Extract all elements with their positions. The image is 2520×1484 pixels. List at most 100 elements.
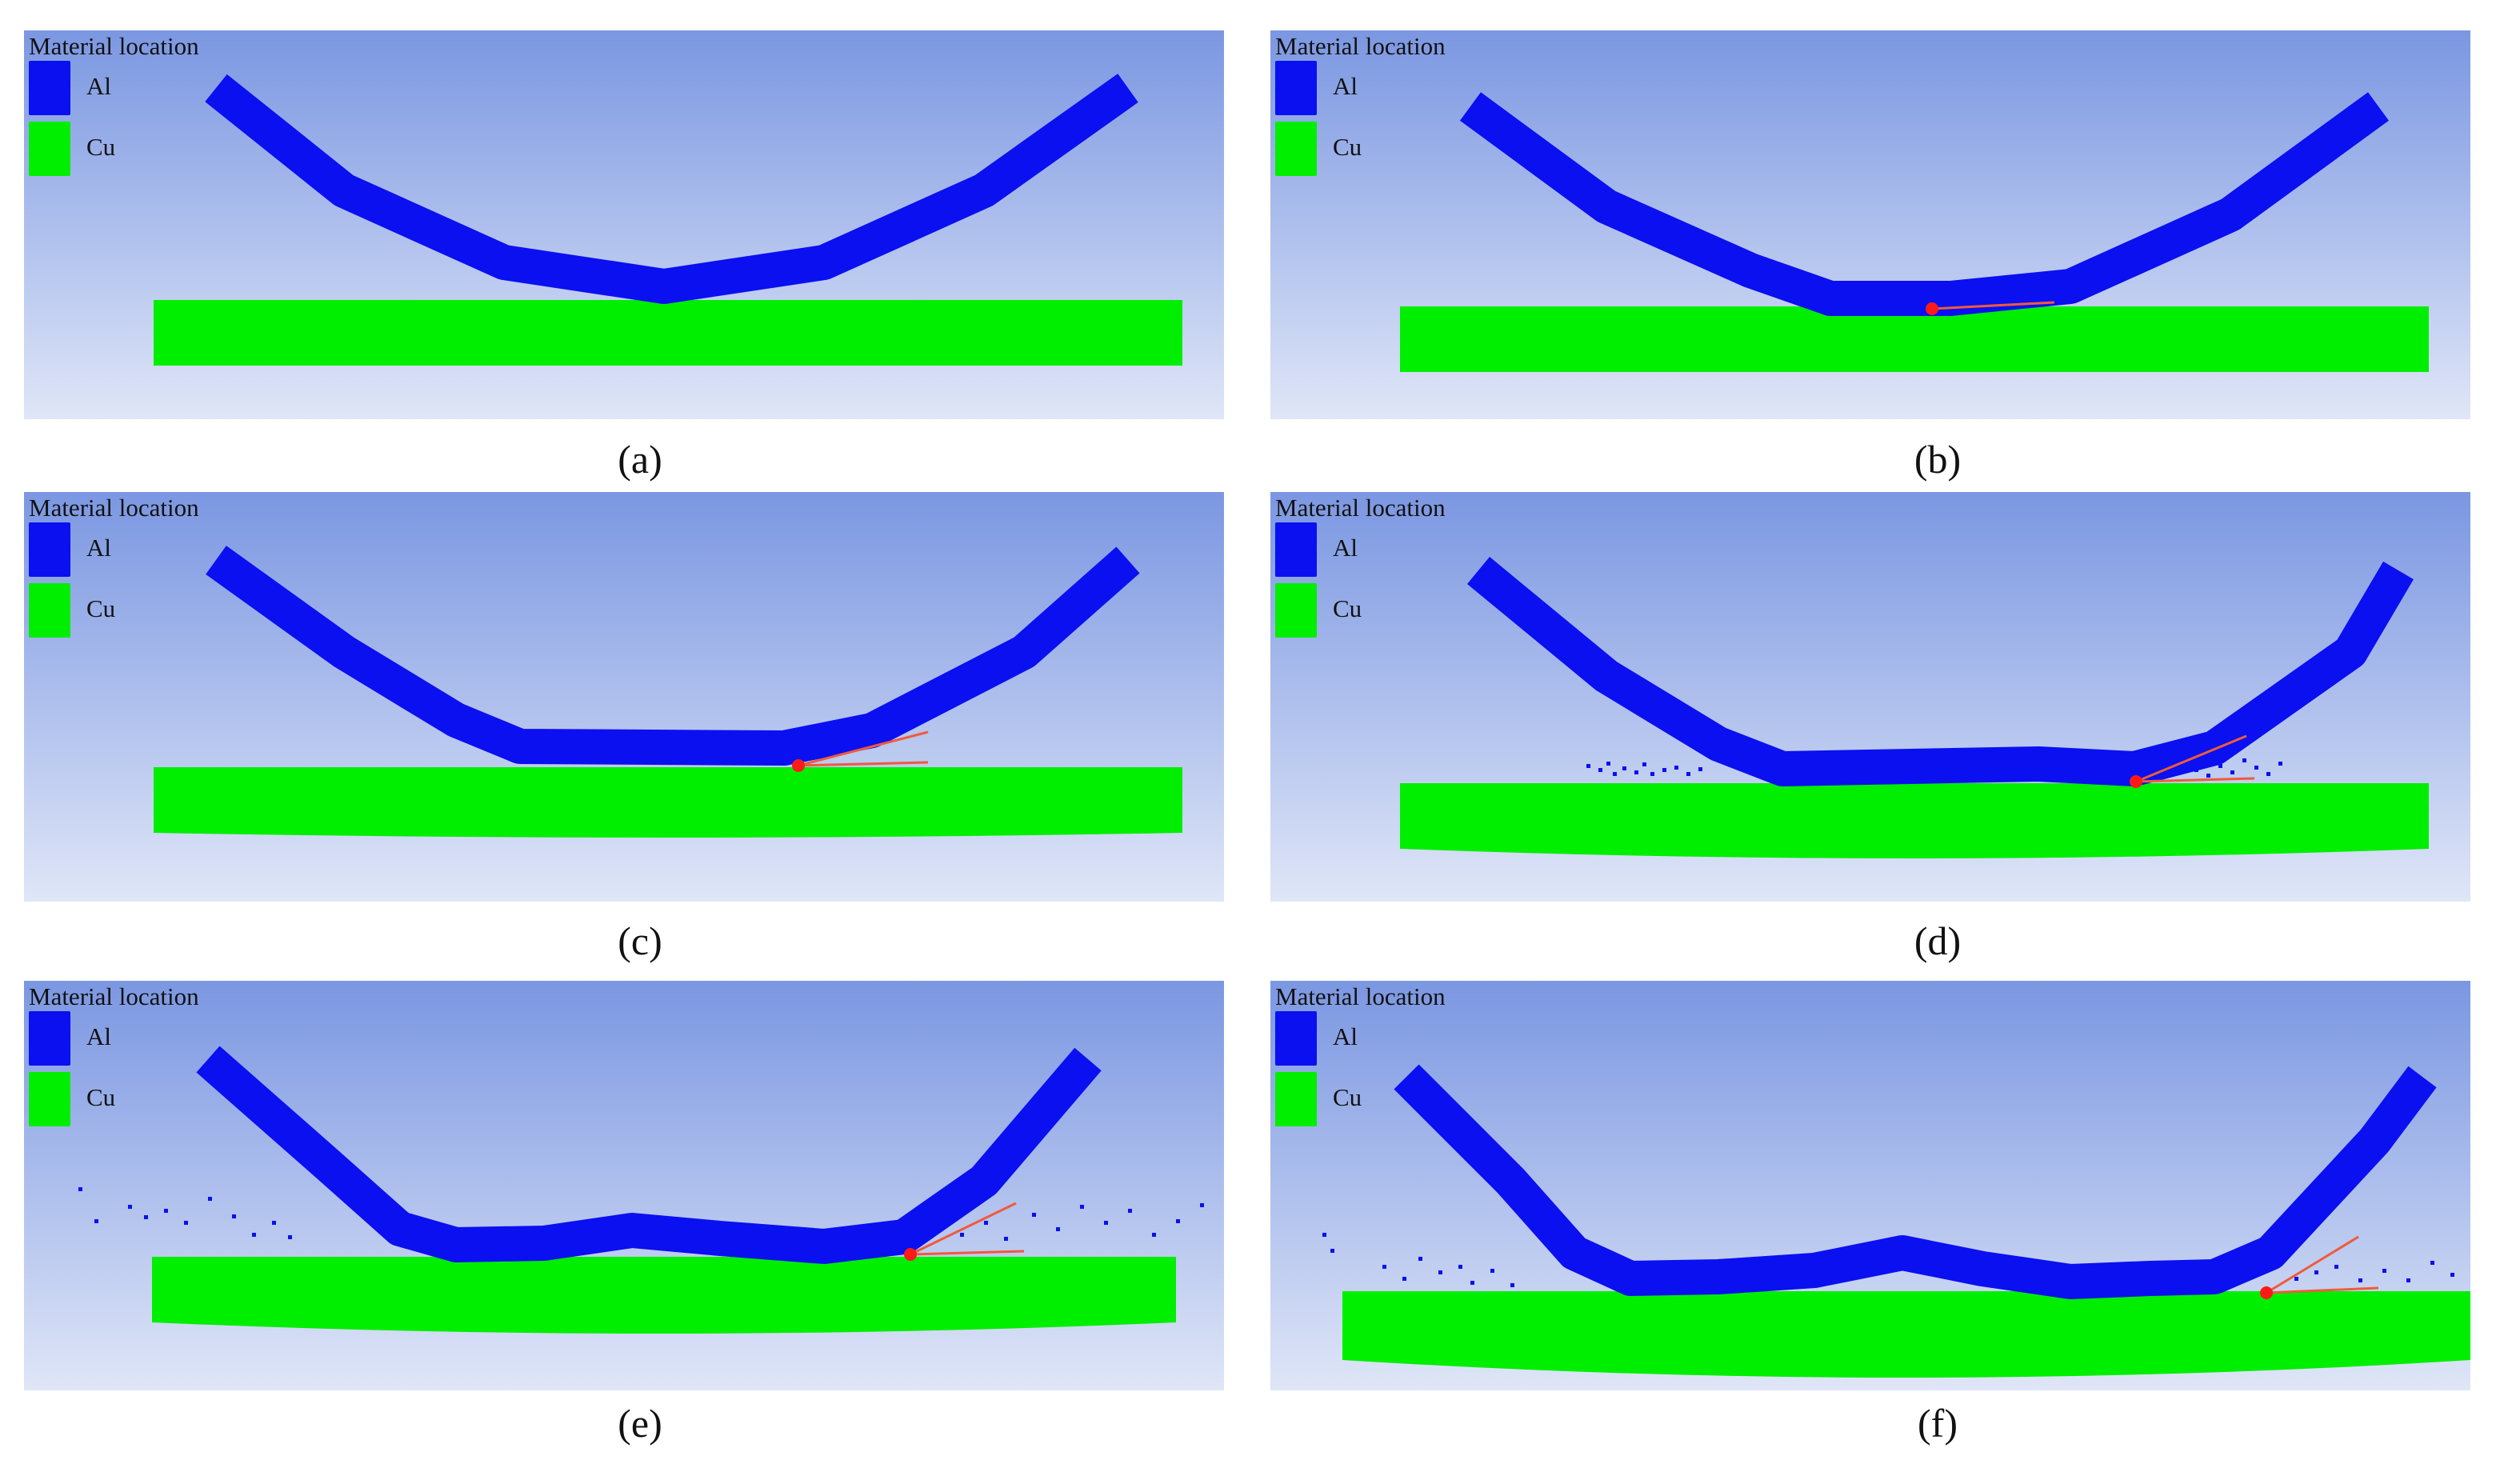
jet-particle [2230, 770, 2234, 774]
jet-particle [1176, 1219, 1180, 1223]
jet-particle [2406, 1278, 2410, 1282]
legend-label-cu: Cu [1333, 133, 1362, 161]
cu-base-plate [1400, 306, 2429, 372]
jet-particle [164, 1209, 168, 1213]
collision-point [2130, 775, 2142, 788]
cu-base-plate [154, 767, 1182, 838]
legend-label-cu: Cu [1333, 1083, 1362, 1111]
cu-base-plate [1342, 1291, 2470, 1378]
legend-label-cu: Cu [86, 133, 116, 161]
legend-title: Material location [29, 32, 199, 60]
legend-swatch-cu [1275, 122, 1317, 176]
jet-particle [1510, 1283, 1514, 1287]
panel-caption-d: (d) [1914, 918, 1962, 963]
jet-particle [1004, 1237, 1008, 1241]
jet-particle [1470, 1281, 1474, 1285]
legend-title: Material location [29, 494, 199, 522]
jet-particle [2218, 764, 2222, 768]
legend-swatch-cu [29, 1072, 70, 1126]
legend-title: Material location [1275, 494, 1446, 522]
panel-caption-e: (e) [618, 1401, 662, 1446]
jet-particle [1686, 772, 1690, 776]
jet-particle [1642, 762, 1646, 766]
jet-particle [1056, 1227, 1060, 1231]
collision-point [2260, 1286, 2273, 1299]
legend-swatch-al [1275, 1011, 1317, 1066]
legend-title: Material location [29, 982, 199, 1010]
jet-angle-line [2266, 1286, 2379, 1294]
jet-particle [2450, 1273, 2454, 1277]
legend-label-al: Al [1333, 1022, 1358, 1050]
collision-point [904, 1248, 917, 1261]
scene-f [1270, 981, 2470, 1390]
jet-particle [2206, 774, 2210, 778]
jet-particle [288, 1235, 292, 1239]
cu-base-plate [152, 1257, 1176, 1334]
panel-e: Material location Al Cu [24, 981, 1224, 1390]
panel-f: Material location Al Cu [1270, 981, 2470, 1390]
legend-swatch-al [1275, 522, 1317, 577]
collision-point [792, 759, 805, 772]
legend-swatch-al [1275, 61, 1317, 115]
legend-label-cu: Cu [86, 1083, 116, 1111]
jet-particle [2334, 1265, 2338, 1269]
jet-particle [1322, 1233, 1326, 1237]
jet-particle [184, 1221, 188, 1225]
jet-particle [984, 1221, 988, 1225]
jet-particle [1586, 764, 1590, 768]
al-flyer-plate [1466, 557, 2414, 786]
legend-label-al: Al [86, 72, 111, 100]
jet-particle [1698, 767, 1702, 771]
al-flyer-plate [206, 546, 1140, 766]
scene-d [1270, 492, 2470, 902]
jet-particle [1330, 1249, 1334, 1253]
background [24, 492, 1224, 902]
jet-particle [960, 1233, 964, 1237]
jet-particle [1128, 1209, 1132, 1213]
al-flyer-plate [196, 1046, 1102, 1264]
jet-particle [2358, 1278, 2362, 1282]
al-flyer-plate [205, 74, 1138, 304]
jet-angle-line [2135, 734, 2247, 783]
jet-particle [232, 1214, 236, 1218]
panel-caption-a: (a) [618, 437, 662, 482]
jet-particle [1104, 1221, 1108, 1225]
jet-particle [2194, 768, 2198, 772]
jet-particle [1438, 1270, 1442, 1274]
legend-swatch-cu [29, 583, 70, 638]
jet-particle [2242, 758, 2246, 762]
jet-particle [2314, 1270, 2318, 1274]
jet-particle [2278, 762, 2282, 766]
jet-particle [1650, 772, 1654, 776]
cu-base-plate [1400, 783, 2429, 858]
legend-swatch-al [29, 61, 70, 115]
jet-angle-line [910, 1202, 1017, 1256]
legend-title: Material location [1275, 32, 1446, 60]
jet-particle [1032, 1213, 1036, 1217]
jet-particle [1606, 762, 1610, 766]
jet-particle [1598, 768, 1602, 772]
collision-point [1926, 302, 1938, 315]
legend-swatch-cu [1275, 583, 1317, 638]
jet-particle [272, 1221, 276, 1225]
jet-particle [1674, 766, 1678, 770]
jet-angle-line [1931, 301, 2055, 310]
legend-swatch-cu [1275, 1072, 1317, 1126]
jet-angle-line [2266, 1235, 2359, 1294]
scene-a [24, 30, 1224, 419]
scene-b [1270, 30, 2470, 419]
jet-particle [2254, 766, 2258, 770]
legend-label-cu: Cu [86, 594, 116, 622]
legend-label-cu: Cu [1333, 594, 1362, 622]
panel-b: Material location Al Cu [1270, 30, 2470, 419]
jet-particle [1613, 772, 1617, 776]
jet-particle [1418, 1257, 1422, 1261]
jet-angle-line [798, 730, 929, 767]
jet-particle [1200, 1203, 1204, 1207]
jet-particle [128, 1205, 132, 1209]
al-flyer-plate [1459, 92, 2389, 316]
jet-particle [78, 1187, 82, 1191]
legend-swatch-al [29, 1011, 70, 1066]
jet-particle [1402, 1277, 1406, 1281]
jet-angle-line [910, 1250, 1025, 1256]
